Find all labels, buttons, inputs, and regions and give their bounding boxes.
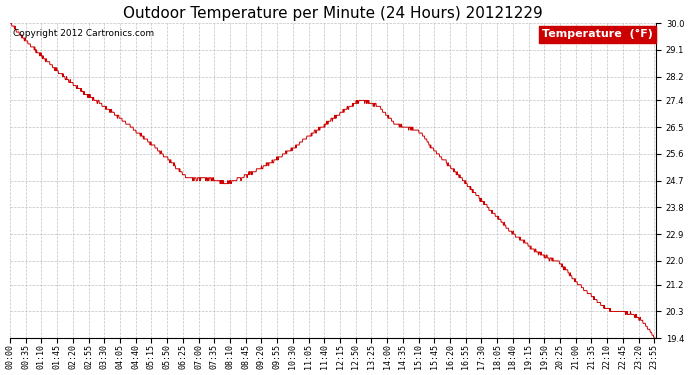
Text: Copyright 2012 Cartronics.com: Copyright 2012 Cartronics.com <box>13 29 155 38</box>
Title: Outdoor Temperature per Minute (24 Hours) 20121229: Outdoor Temperature per Minute (24 Hours… <box>124 6 543 21</box>
Text: Temperature  (°F): Temperature (°F) <box>542 29 653 39</box>
